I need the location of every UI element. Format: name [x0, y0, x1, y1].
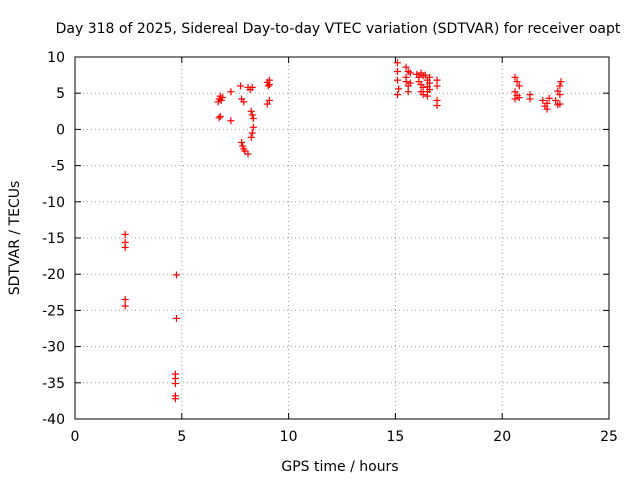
data-point — [247, 107, 255, 115]
data-point — [402, 78, 410, 86]
data-point — [554, 87, 562, 95]
data-point — [511, 73, 519, 81]
data-point — [264, 82, 272, 90]
data-point — [244, 150, 252, 158]
data-point — [526, 95, 534, 103]
data-point — [240, 98, 248, 106]
data-point — [433, 102, 441, 110]
data-point — [227, 117, 235, 125]
data-point — [557, 78, 565, 86]
data-point — [247, 133, 255, 141]
x-tick-label: 0 — [71, 429, 80, 445]
y-tick-label: 5 — [56, 86, 65, 102]
data-points — [121, 59, 565, 403]
y-tick-label: 10 — [47, 50, 65, 66]
data-point — [121, 296, 129, 304]
data-point — [515, 94, 523, 102]
x-tick-label: 15 — [386, 429, 404, 445]
data-point — [513, 78, 521, 86]
y-axis-label: SDTVAR / TECUs — [7, 181, 23, 296]
data-point — [172, 271, 180, 279]
y-tick-label: -40 — [42, 412, 65, 428]
data-point — [426, 86, 434, 94]
axis-ticks — [74, 56, 610, 420]
data-point — [539, 96, 547, 104]
data-point — [404, 88, 412, 96]
x-tick-label: 20 — [493, 429, 511, 445]
x-axis-label: GPS time / hours — [281, 459, 398, 475]
data-point — [395, 85, 403, 93]
data-point — [218, 94, 226, 102]
y-tick-label: -35 — [42, 376, 65, 392]
data-point — [543, 99, 551, 107]
data-point — [215, 114, 223, 122]
y-tick-label: -25 — [42, 303, 65, 319]
data-point — [172, 314, 180, 322]
y-tick-label: 0 — [56, 122, 65, 138]
data-point — [265, 81, 273, 89]
data-point — [556, 91, 564, 99]
data-point — [402, 63, 410, 71]
data-point — [515, 82, 523, 90]
data-point — [171, 395, 179, 403]
data-point — [406, 79, 414, 87]
data-point — [249, 123, 257, 131]
data-point — [421, 71, 429, 79]
data-point — [556, 100, 564, 108]
data-point — [545, 94, 553, 102]
data-point — [433, 82, 441, 90]
data-point — [237, 82, 245, 90]
x-tick-label: 5 — [177, 429, 186, 445]
data-point — [249, 115, 257, 123]
data-point — [419, 83, 427, 91]
chart-title: Day 318 of 2025, Sidereal Day-to-day VTE… — [56, 21, 621, 37]
x-tick-label: 25 — [600, 429, 618, 445]
y-tick-label: -10 — [42, 195, 65, 211]
data-point — [121, 230, 129, 238]
data-point — [552, 96, 560, 104]
data-point — [238, 138, 246, 146]
grid-lines — [75, 57, 609, 419]
data-point — [394, 67, 402, 75]
data-point — [426, 73, 434, 81]
y-tick-label: -30 — [42, 340, 65, 356]
data-point — [406, 69, 414, 77]
data-point — [419, 91, 427, 99]
data-point — [265, 96, 273, 104]
y-tick-label: -20 — [42, 267, 65, 283]
data-point — [263, 100, 271, 108]
data-point — [248, 129, 256, 137]
data-point — [511, 88, 519, 96]
data-point — [556, 82, 564, 90]
data-point — [227, 88, 235, 96]
data-point — [248, 83, 256, 91]
data-point — [171, 380, 179, 388]
data-point — [394, 76, 402, 84]
tick-labels: 0 5 10 15 20 25 10 5 0 -5 -10 -15 -20 -25 -30 -35 -40 — [42, 50, 618, 445]
y-tick-label: -15 — [42, 231, 65, 247]
data-point — [423, 92, 431, 100]
data-point — [121, 243, 129, 251]
data-point — [511, 95, 519, 103]
y-tick-label: -5 — [51, 159, 65, 175]
data-point — [394, 91, 402, 99]
data-point — [394, 59, 402, 67]
data-point — [121, 302, 129, 310]
data-point — [216, 112, 224, 120]
x-tick-label: 10 — [280, 429, 298, 445]
data-point — [248, 111, 256, 119]
